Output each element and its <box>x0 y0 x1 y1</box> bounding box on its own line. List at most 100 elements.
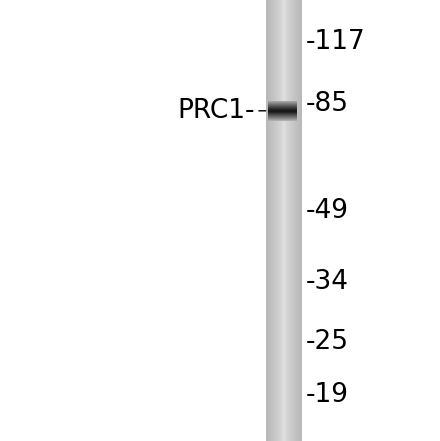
Bar <box>296 0 297 441</box>
Bar <box>286 0 287 441</box>
Bar <box>289 0 290 441</box>
Bar <box>268 118 297 119</box>
Bar <box>268 113 297 114</box>
Bar <box>287 0 288 441</box>
Bar <box>268 120 297 121</box>
Bar <box>295 0 296 441</box>
Bar <box>271 0 272 441</box>
Bar <box>270 0 271 441</box>
Bar <box>285 0 286 441</box>
Bar <box>268 106 297 107</box>
Bar <box>282 0 283 441</box>
Bar <box>268 108 297 109</box>
Bar <box>274 0 275 441</box>
Bar <box>268 0 269 441</box>
Bar <box>275 0 276 441</box>
Text: -34: -34 <box>306 269 349 295</box>
Bar <box>276 0 277 441</box>
Bar <box>284 0 285 441</box>
Bar <box>280 0 281 441</box>
Bar <box>290 0 291 441</box>
Bar <box>292 0 293 441</box>
Bar <box>287 0 288 441</box>
Bar <box>268 105 297 106</box>
Bar <box>299 0 300 441</box>
Bar <box>279 0 280 441</box>
Bar <box>291 0 292 441</box>
Bar <box>288 0 289 441</box>
Bar <box>284 0 285 441</box>
Bar <box>294 0 295 441</box>
Text: -85: -85 <box>306 91 349 117</box>
Bar <box>301 0 302 441</box>
Bar <box>267 0 268 441</box>
Text: -19: -19 <box>306 382 349 408</box>
Bar <box>268 107 297 108</box>
Bar <box>268 117 297 118</box>
Bar <box>268 119 297 120</box>
Bar <box>277 0 278 441</box>
Bar <box>277 0 278 441</box>
Bar <box>293 0 294 441</box>
Bar <box>268 109 297 110</box>
Bar <box>280 0 281 441</box>
Bar <box>290 0 291 441</box>
Bar <box>268 114 297 115</box>
Bar <box>268 104 297 105</box>
Bar <box>300 0 301 441</box>
Bar <box>270 0 271 441</box>
Bar <box>272 0 273 441</box>
Bar <box>295 0 296 441</box>
Bar <box>291 0 292 441</box>
Bar <box>278 0 279 441</box>
Bar <box>268 101 297 102</box>
Bar <box>269 0 270 441</box>
Text: -117: -117 <box>306 29 366 55</box>
Bar <box>281 0 282 441</box>
Text: -25: -25 <box>306 329 349 355</box>
Bar <box>276 0 277 441</box>
Bar <box>296 0 297 441</box>
Bar <box>268 109 297 110</box>
Bar <box>268 119 297 120</box>
Bar <box>268 116 297 117</box>
Bar <box>283 0 284 441</box>
Bar <box>297 0 298 441</box>
Bar <box>293 0 294 441</box>
Bar <box>283 0 284 441</box>
Bar <box>268 112 297 113</box>
Bar <box>300 0 301 441</box>
Bar <box>279 0 280 441</box>
Bar <box>273 0 274 441</box>
Bar <box>282 0 283 441</box>
Bar <box>273 0 274 441</box>
Bar <box>278 0 279 441</box>
Bar <box>268 110 297 111</box>
Bar <box>286 0 287 441</box>
Text: -49: -49 <box>306 198 349 224</box>
Bar <box>268 115 297 116</box>
Bar <box>294 0 295 441</box>
Bar <box>266 0 267 441</box>
Bar <box>274 0 275 441</box>
Text: PRC1-: PRC1- <box>178 98 255 124</box>
Bar <box>268 103 297 104</box>
Bar <box>275 0 276 441</box>
Bar <box>292 0 293 441</box>
Bar <box>281 0 282 441</box>
Bar <box>285 0 286 441</box>
Bar <box>271 0 272 441</box>
Bar <box>299 0 300 441</box>
Bar <box>298 0 299 441</box>
Bar <box>289 0 290 441</box>
Bar <box>268 114 297 115</box>
Bar <box>268 111 297 112</box>
Bar <box>272 0 273 441</box>
Bar <box>268 0 269 441</box>
Bar <box>267 0 268 441</box>
Bar <box>288 0 289 441</box>
Bar <box>297 0 298 441</box>
Bar <box>269 0 270 441</box>
Bar <box>268 102 297 103</box>
Bar <box>298 0 299 441</box>
